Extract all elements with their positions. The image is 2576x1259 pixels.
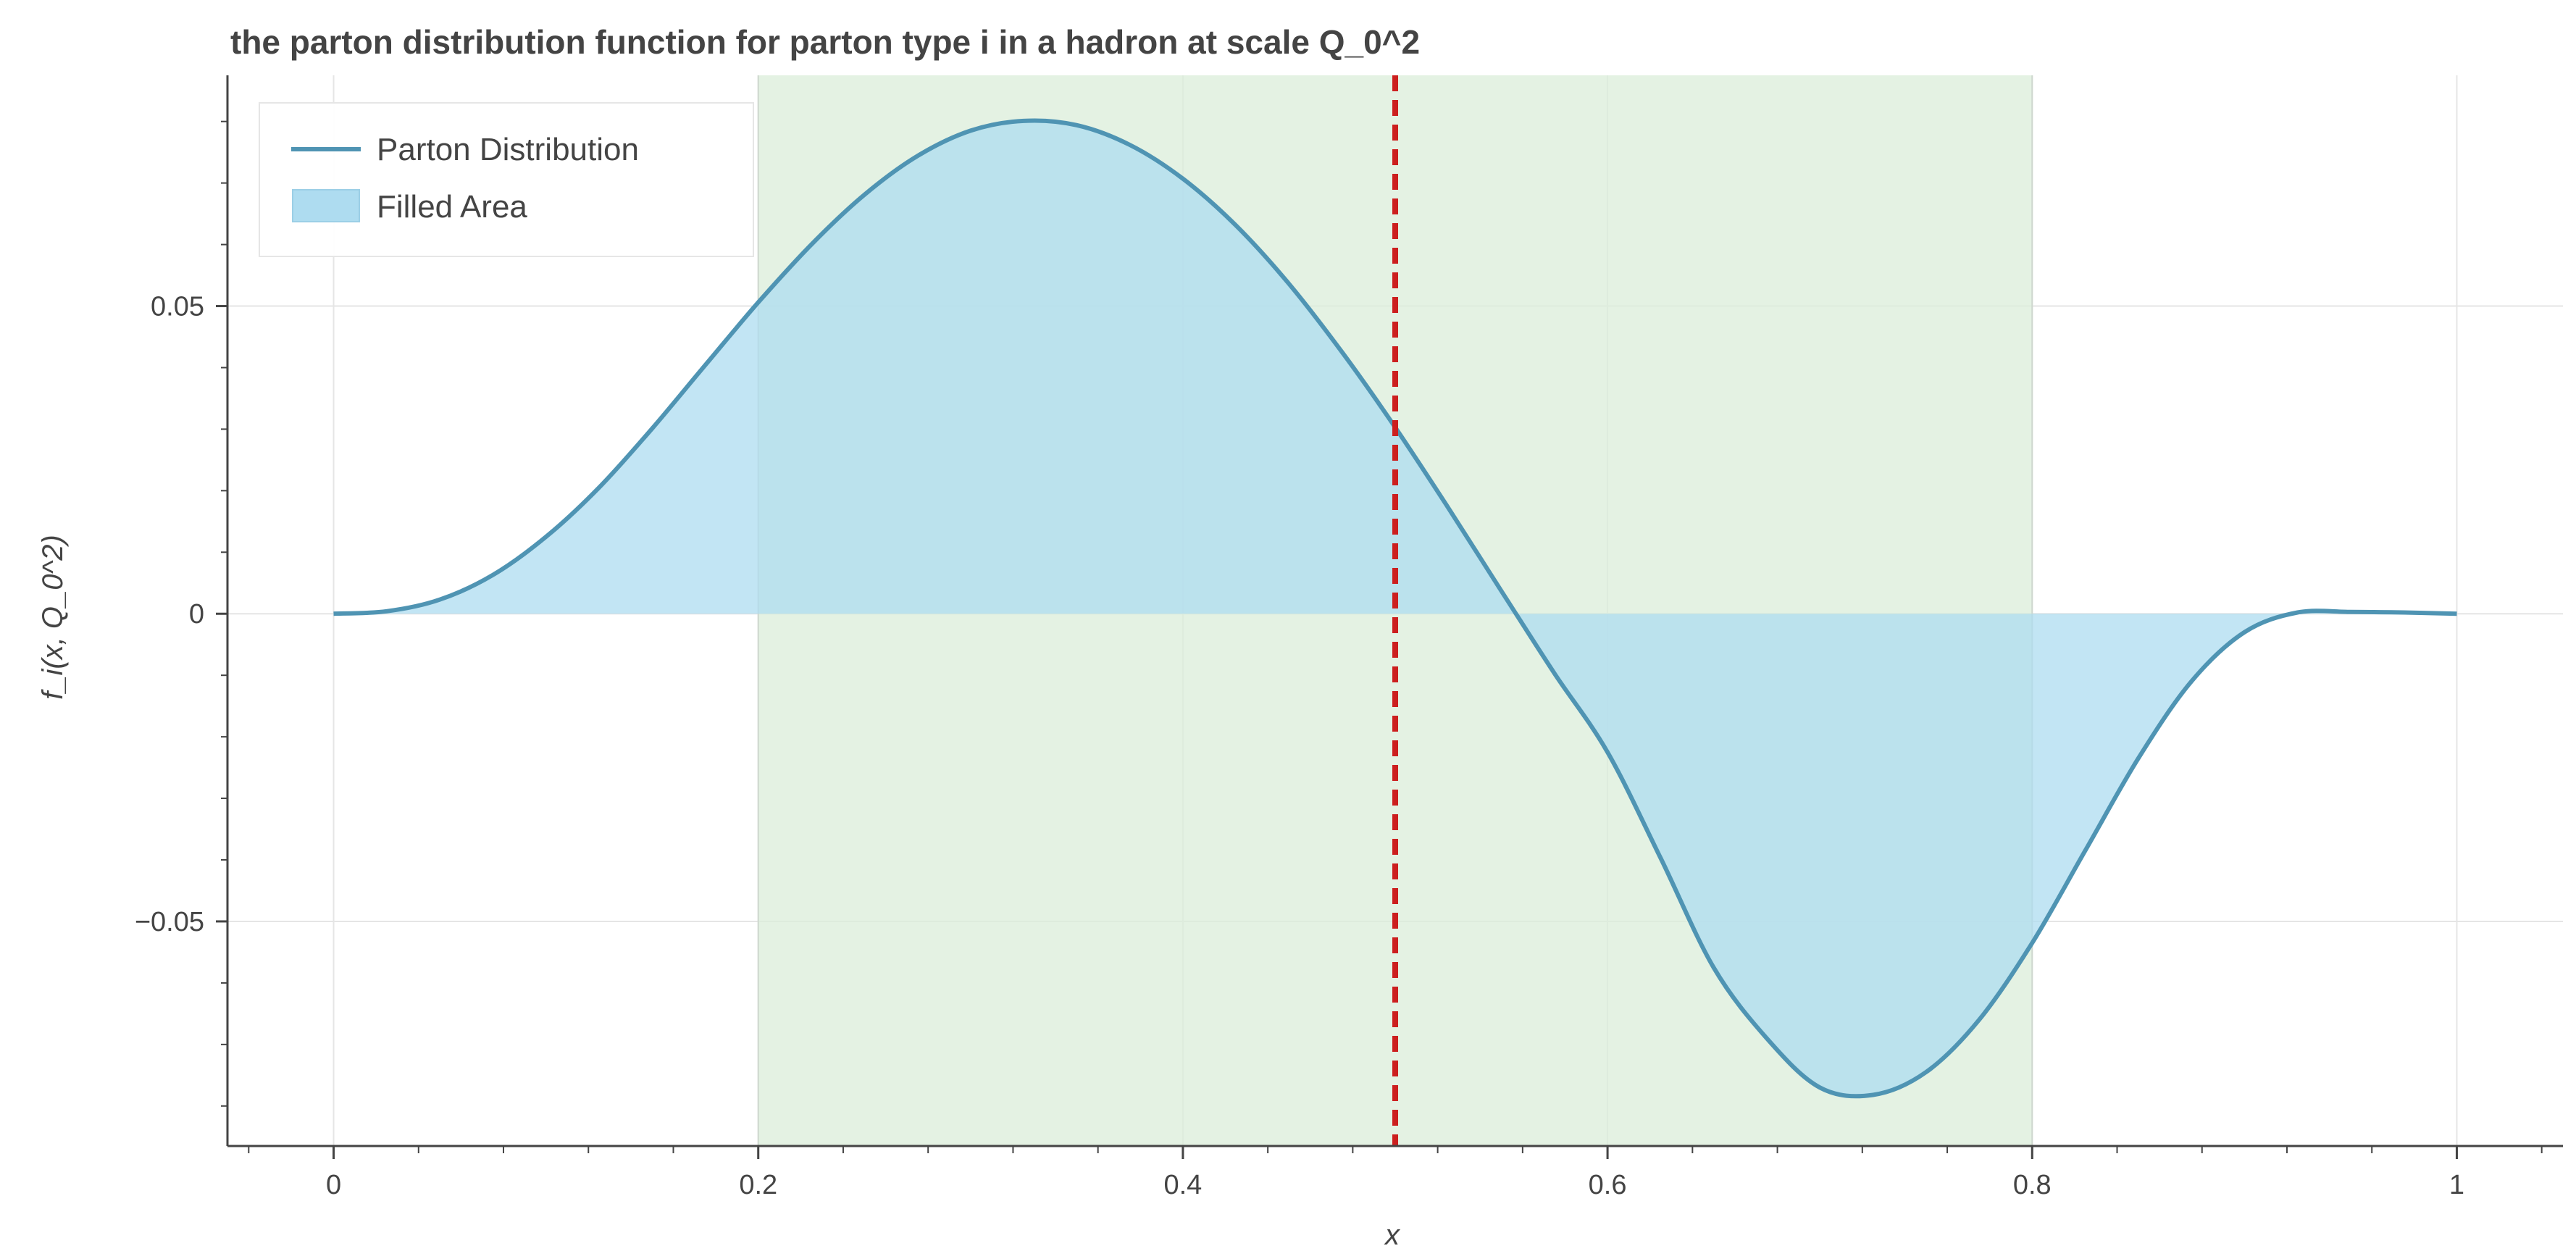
distribution-line — [333, 118, 2457, 1099]
legend: Parton Distribution Filled Area — [259, 102, 754, 257]
distribution-curve — [333, 118, 2457, 1099]
y-axis-label: f_i(x, Q_0^2) — [37, 535, 69, 700]
x-tick-label-2: 0.4 — [1163, 1170, 1202, 1200]
x-tick-label-4: 0.8 — [2013, 1170, 2052, 1200]
x-tick-label-0: 0 — [326, 1170, 341, 1200]
legend-swatch-area — [292, 189, 360, 222]
axes — [226, 75, 2563, 1147]
chart-title: the parton distribution function for par… — [230, 23, 1420, 61]
y-tick-label-0: −0.05 — [135, 907, 204, 937]
x-ticks: 0 0.2 0.4 0.6 0.8 1 — [248, 1146, 2543, 1200]
legend-label-area: Filled Area — [377, 189, 527, 225]
legend-label-line: Parton Distribution — [377, 132, 639, 167]
y-ticks: −0.05 0 0.05 — [135, 120, 227, 1107]
y-tick-label-1: 0 — [189, 599, 204, 630]
y-tick-label-2: 0.05 — [151, 292, 204, 322]
x-tick-label-1: 0.2 — [739, 1170, 777, 1200]
legend-box — [259, 102, 754, 257]
x-tick-label-3: 0.6 — [1589, 1170, 1627, 1200]
x-tick-label-5: 1 — [2449, 1170, 2464, 1200]
x-axis-label: x — [1384, 1219, 1401, 1251]
